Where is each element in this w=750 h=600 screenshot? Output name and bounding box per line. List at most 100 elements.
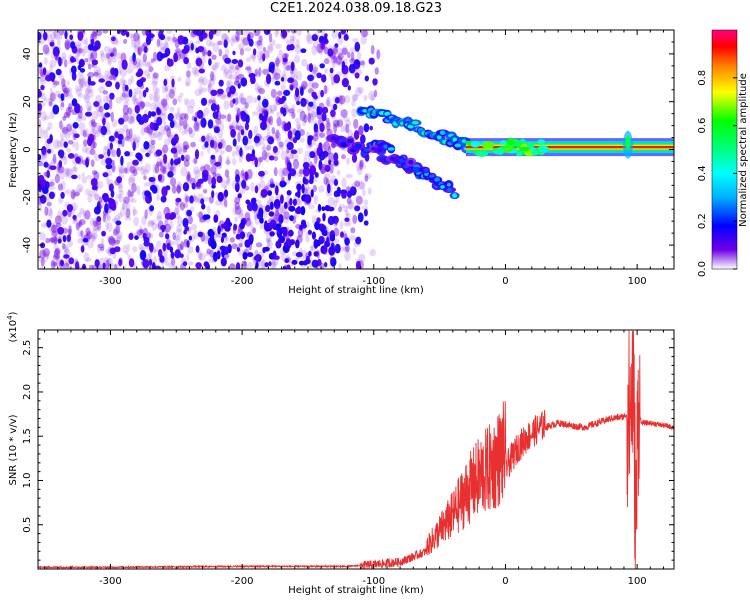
heat-cell xyxy=(330,109,337,120)
heat-cell xyxy=(82,93,90,100)
heat-cell xyxy=(207,100,212,107)
heat-cell xyxy=(217,225,221,235)
heat-cell xyxy=(121,137,125,148)
heat-cell xyxy=(198,85,203,95)
heat-cell xyxy=(133,216,140,227)
heat-cell xyxy=(117,30,121,35)
heat-cell xyxy=(166,242,171,251)
heat-cell xyxy=(60,151,67,157)
heat-cell xyxy=(239,188,246,195)
heat-cell xyxy=(96,216,102,222)
heat-cell xyxy=(104,203,109,214)
heat-cell xyxy=(80,236,88,242)
heat-cell xyxy=(240,173,247,181)
heat-cell xyxy=(121,79,128,85)
heat-cell xyxy=(294,130,301,141)
heat-cell xyxy=(76,184,84,193)
x-tick-label: -100 xyxy=(362,576,385,587)
heat-cell xyxy=(229,99,234,109)
heat-cell xyxy=(88,189,96,197)
heat-cell xyxy=(153,130,161,138)
heat-cell xyxy=(461,139,467,143)
heat-cell xyxy=(46,148,52,154)
heat-cell xyxy=(237,212,244,220)
heat-cell xyxy=(247,145,255,151)
heat-cell xyxy=(225,158,230,166)
heat-cell xyxy=(88,131,96,140)
heat-cell xyxy=(241,179,247,189)
heat-cell xyxy=(130,191,134,197)
heat-cell xyxy=(129,134,133,143)
heat-cell xyxy=(210,74,217,82)
heat-cell xyxy=(201,49,208,55)
heat-cell xyxy=(239,209,244,217)
heat-cell xyxy=(230,128,237,138)
heat-cell xyxy=(131,62,137,70)
heat-cell xyxy=(66,123,73,132)
heat-cell xyxy=(353,241,361,248)
heat-cell xyxy=(314,221,320,231)
heat-cell xyxy=(291,79,299,89)
heat-cell xyxy=(151,222,157,232)
heat-cell xyxy=(316,43,324,54)
heat-cell xyxy=(332,219,338,227)
heat-cell xyxy=(180,166,188,177)
heat-cell xyxy=(85,100,92,111)
heat-cell xyxy=(47,97,53,104)
heat-cell xyxy=(149,263,155,269)
heat-cell xyxy=(72,127,78,138)
heat-cell xyxy=(109,142,114,150)
heat-cell xyxy=(127,114,133,125)
heat-cell xyxy=(285,177,291,185)
heat-cell xyxy=(45,74,53,82)
heat-cell xyxy=(142,232,147,240)
heat-cell xyxy=(123,196,130,204)
heat-cell xyxy=(351,68,358,76)
heat-cell xyxy=(270,108,275,115)
heat-cell xyxy=(241,263,249,269)
heat-cell xyxy=(203,196,210,202)
heat-cell xyxy=(65,41,70,51)
heat-cell xyxy=(81,263,87,269)
heat-cell xyxy=(244,144,249,151)
heat-cell xyxy=(137,35,141,46)
heat-cell xyxy=(105,74,113,81)
heat-cell xyxy=(317,90,323,96)
heat-cell xyxy=(195,262,202,269)
heat-cell xyxy=(50,260,56,269)
heat-cell xyxy=(128,174,136,183)
y-tick-label: 1.0 xyxy=(22,473,33,489)
heat-cell xyxy=(79,84,84,91)
heat-cell xyxy=(291,35,296,41)
heat-cell xyxy=(42,248,50,257)
heat-cell xyxy=(187,174,192,182)
heat-cell xyxy=(96,223,102,230)
heat-cell xyxy=(326,236,330,247)
heat-cell xyxy=(330,51,336,60)
heat-cell xyxy=(222,33,229,42)
heat-cell xyxy=(105,170,113,177)
heat-cell xyxy=(219,121,224,132)
heat-cell xyxy=(256,42,264,51)
heat-cell xyxy=(53,30,61,40)
heat-cell xyxy=(322,236,327,242)
heat-cell xyxy=(66,234,72,242)
heat-cell xyxy=(275,230,280,236)
heat-cell xyxy=(176,184,181,195)
heat-cell xyxy=(67,128,74,136)
heat-cell xyxy=(53,248,58,259)
heat-cell xyxy=(106,176,110,185)
heat-cell xyxy=(153,58,159,63)
heat-cell xyxy=(109,247,116,255)
heat-cell xyxy=(364,173,372,179)
heat-cell xyxy=(182,52,188,59)
heat-cell xyxy=(128,128,133,139)
heat-cell xyxy=(265,222,273,232)
heat-cell xyxy=(218,159,223,169)
heat-cell xyxy=(306,104,311,112)
heat-cell xyxy=(186,174,192,184)
heat-cell xyxy=(295,38,300,48)
heat-cell xyxy=(226,155,230,165)
heat-cell xyxy=(344,217,350,222)
